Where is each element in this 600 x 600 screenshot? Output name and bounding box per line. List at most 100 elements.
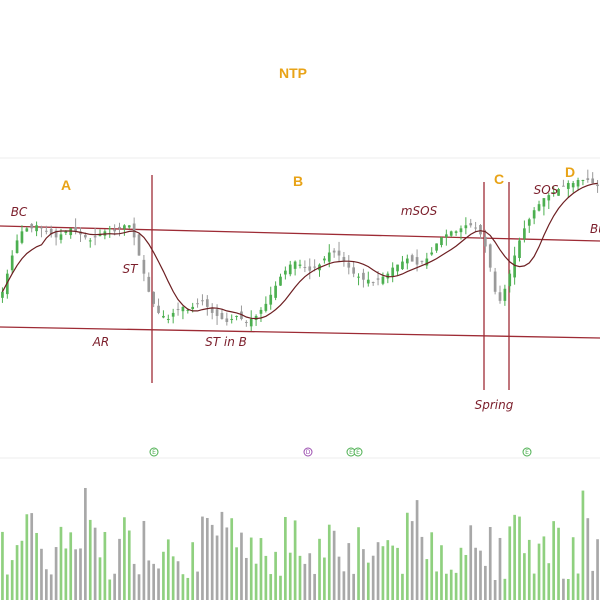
volume-bar bbox=[69, 532, 73, 600]
annotation-sos: SOS bbox=[534, 183, 559, 197]
resistance-line bbox=[0, 225, 600, 242]
candle-body bbox=[230, 318, 234, 320]
annotation-st: ST bbox=[123, 262, 140, 276]
volume-bar bbox=[430, 532, 434, 600]
volume-bar bbox=[1, 531, 4, 600]
candle-body bbox=[166, 318, 170, 320]
candle-body bbox=[113, 229, 116, 232]
volume-bar bbox=[186, 577, 190, 600]
annotation-bc: BC bbox=[11, 205, 28, 219]
candle-body bbox=[513, 255, 516, 278]
event-marker-4[interactable]: E bbox=[353, 447, 363, 457]
volume-bar bbox=[449, 569, 453, 600]
candle-body bbox=[557, 189, 560, 196]
candle-body bbox=[366, 279, 370, 284]
candle-body bbox=[84, 234, 87, 238]
phase-label-a: A bbox=[61, 177, 71, 193]
candle-body bbox=[415, 257, 419, 265]
candle-body bbox=[449, 231, 453, 236]
volume-bar bbox=[318, 538, 321, 600]
candle-body bbox=[484, 236, 487, 247]
candle-body bbox=[274, 285, 277, 298]
candle-body bbox=[591, 178, 595, 184]
volume-bar bbox=[547, 563, 551, 600]
candle-body bbox=[298, 264, 302, 266]
candle-body bbox=[288, 264, 292, 275]
candle-body bbox=[147, 276, 151, 292]
candle-body bbox=[352, 267, 355, 274]
volume-bar bbox=[542, 536, 546, 600]
candle-body bbox=[88, 240, 92, 242]
candle-body bbox=[259, 309, 263, 314]
candle-body bbox=[469, 223, 473, 226]
candle-body bbox=[162, 315, 165, 318]
volume-bar bbox=[49, 574, 53, 600]
volume-bar bbox=[581, 490, 585, 600]
candle-body bbox=[454, 231, 458, 233]
svg-text:E: E bbox=[152, 449, 156, 456]
candle-body bbox=[171, 312, 175, 317]
volume-bar bbox=[401, 573, 404, 600]
candle-body bbox=[30, 224, 34, 229]
candle-body bbox=[420, 260, 424, 262]
volume-bar bbox=[425, 559, 429, 600]
candle-body bbox=[74, 227, 77, 232]
volume-bar bbox=[464, 554, 468, 600]
volume-bar bbox=[142, 520, 146, 600]
candle-body bbox=[313, 266, 316, 268]
candle-body bbox=[15, 240, 19, 253]
candle-body bbox=[210, 307, 214, 313]
volume-bar bbox=[391, 545, 395, 600]
candle-body bbox=[342, 257, 346, 262]
volume-bar bbox=[591, 570, 595, 600]
candle-body bbox=[552, 192, 555, 194]
candle-body bbox=[196, 303, 199, 305]
volume-bar bbox=[98, 557, 102, 600]
candle-body bbox=[20, 231, 24, 243]
candles-group bbox=[1, 169, 599, 331]
candle-body bbox=[542, 198, 546, 207]
event-marker-2[interactable]: D bbox=[303, 447, 313, 457]
candle-body bbox=[532, 210, 536, 219]
candle-body bbox=[69, 228, 73, 236]
candle-body bbox=[430, 252, 434, 255]
volume-bar bbox=[147, 560, 151, 600]
volume-bar bbox=[284, 516, 287, 600]
candle-body bbox=[332, 250, 336, 253]
volume-bar bbox=[571, 537, 575, 600]
volume-bar bbox=[235, 547, 238, 600]
volume-bar bbox=[293, 520, 297, 600]
volume-bar bbox=[415, 500, 419, 600]
candle-body bbox=[249, 318, 253, 327]
candle-body bbox=[35, 225, 38, 232]
candle-body bbox=[54, 230, 58, 238]
volume-bar bbox=[259, 538, 263, 600]
svg-text:E: E bbox=[525, 449, 529, 456]
candle-body bbox=[479, 225, 482, 235]
candle-body bbox=[547, 195, 551, 201]
volume-bar bbox=[118, 538, 121, 600]
event-marker-1[interactable]: E bbox=[149, 447, 159, 457]
volume-bar bbox=[127, 530, 131, 600]
volume-group bbox=[1, 487, 599, 600]
phase-label-b: B bbox=[293, 173, 303, 189]
volume-bar bbox=[93, 527, 97, 600]
volume-bar bbox=[347, 543, 351, 600]
candle-body bbox=[45, 230, 48, 232]
candle-body bbox=[386, 273, 390, 279]
volume-bar bbox=[396, 547, 399, 600]
phase-label-d: D bbox=[565, 164, 575, 180]
candle-body bbox=[284, 270, 287, 275]
volume-bar bbox=[74, 549, 77, 600]
volume-bar bbox=[303, 563, 307, 600]
volume-bar bbox=[220, 511, 224, 600]
candle-body bbox=[225, 318, 229, 322]
volume-bar bbox=[103, 531, 107, 600]
event-marker-5[interactable]: E bbox=[522, 447, 532, 457]
volume-bar bbox=[201, 516, 204, 600]
candle-body bbox=[357, 276, 360, 278]
candle-body bbox=[586, 178, 590, 180]
candle-body bbox=[405, 258, 409, 264]
candle-body bbox=[523, 228, 526, 239]
